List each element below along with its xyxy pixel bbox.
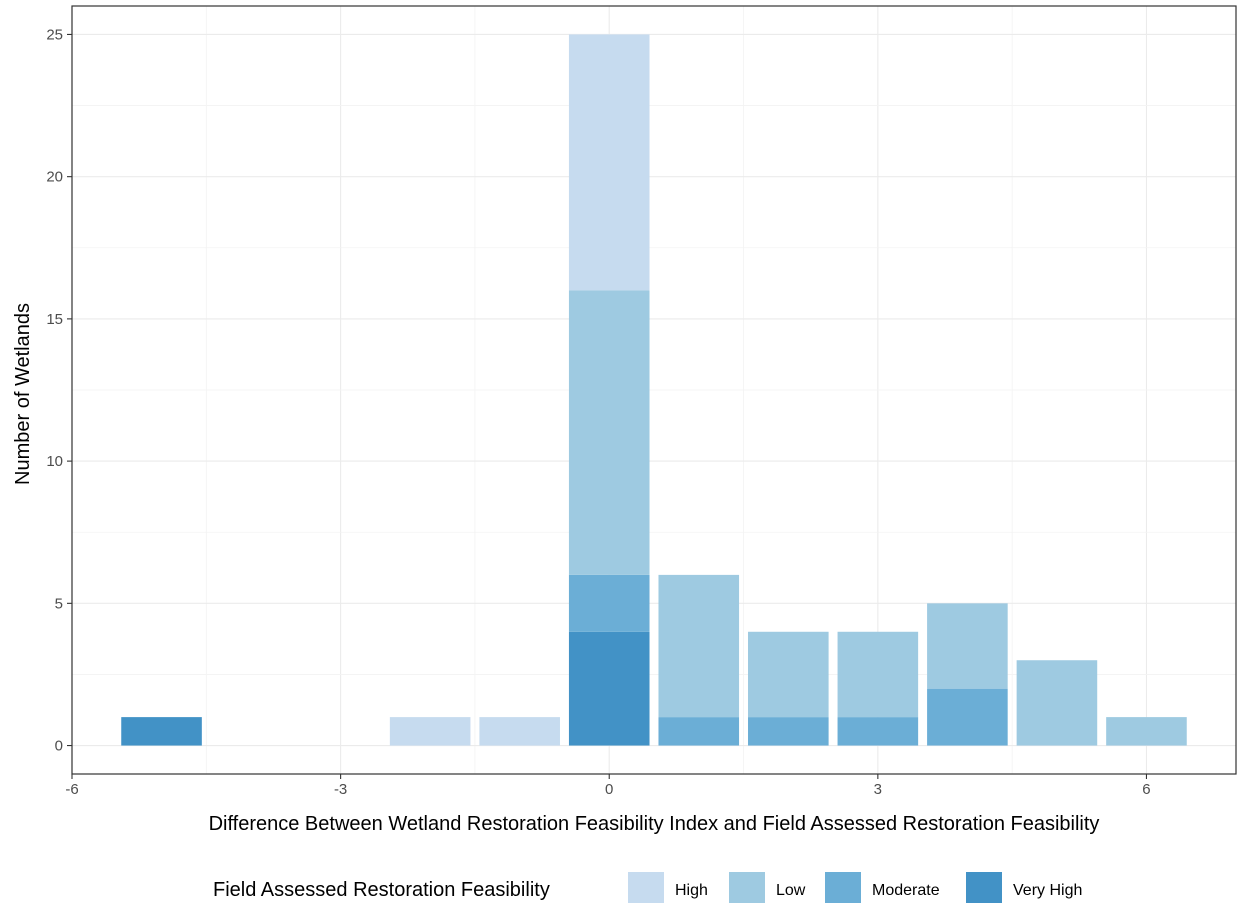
bar-high (479, 717, 560, 746)
x-axis-title: Difference Between Wetland Restoration F… (209, 813, 1100, 835)
bar-very-high (568, 631, 650, 746)
y-axis-title: Number of Wetlands (12, 303, 34, 485)
legend-label-very-high: Very High (1013, 882, 1082, 899)
y-tick-label: 15 (46, 311, 63, 328)
bar-low (1016, 660, 1098, 746)
y-tick-label: 25 (46, 26, 63, 43)
legend: Field Assessed Restoration Feasibility H… (213, 872, 1082, 903)
bar-moderate (927, 688, 1008, 746)
legend-label-moderate: Moderate (872, 882, 940, 899)
legend-key-moderate (825, 872, 861, 903)
bar-low (837, 631, 919, 718)
bar-low (568, 290, 650, 575)
legend-label-high: High (675, 882, 708, 899)
panel-border (71, 5, 1237, 775)
y-tick-label: 5 (55, 595, 63, 612)
bar-moderate (837, 717, 919, 746)
bar-high (389, 717, 471, 746)
bar-low (658, 574, 740, 718)
y-tick-label: 10 (46, 453, 63, 470)
y-tick-label: 0 (55, 738, 63, 755)
bars (121, 34, 1187, 746)
bar-very-high (121, 717, 202, 746)
legend-key-low (729, 872, 765, 903)
x-tick-label: 6 (1142, 781, 1150, 798)
legend-label-low: Low (776, 882, 806, 899)
legend-key-high (628, 872, 664, 903)
bar-moderate (658, 717, 740, 746)
x-tick-label: 3 (874, 781, 882, 798)
axes: -6 -3 0 3 6 0 5 10 15 20 25 (46, 26, 1150, 798)
x-tick-label: -3 (334, 781, 347, 798)
x-tick-label: 0 (605, 781, 613, 798)
bar-low (927, 603, 1008, 689)
x-tick-label: -6 (65, 781, 78, 798)
y-tick-label: 20 (46, 169, 63, 186)
legend-title: Field Assessed Restoration Feasibility (213, 879, 550, 901)
bar-low (748, 631, 829, 718)
bar-moderate (748, 717, 829, 746)
bar-moderate (568, 574, 650, 632)
bar-low (1106, 717, 1187, 746)
bar-high (568, 34, 650, 291)
legend-key-very-high (966, 872, 1002, 903)
